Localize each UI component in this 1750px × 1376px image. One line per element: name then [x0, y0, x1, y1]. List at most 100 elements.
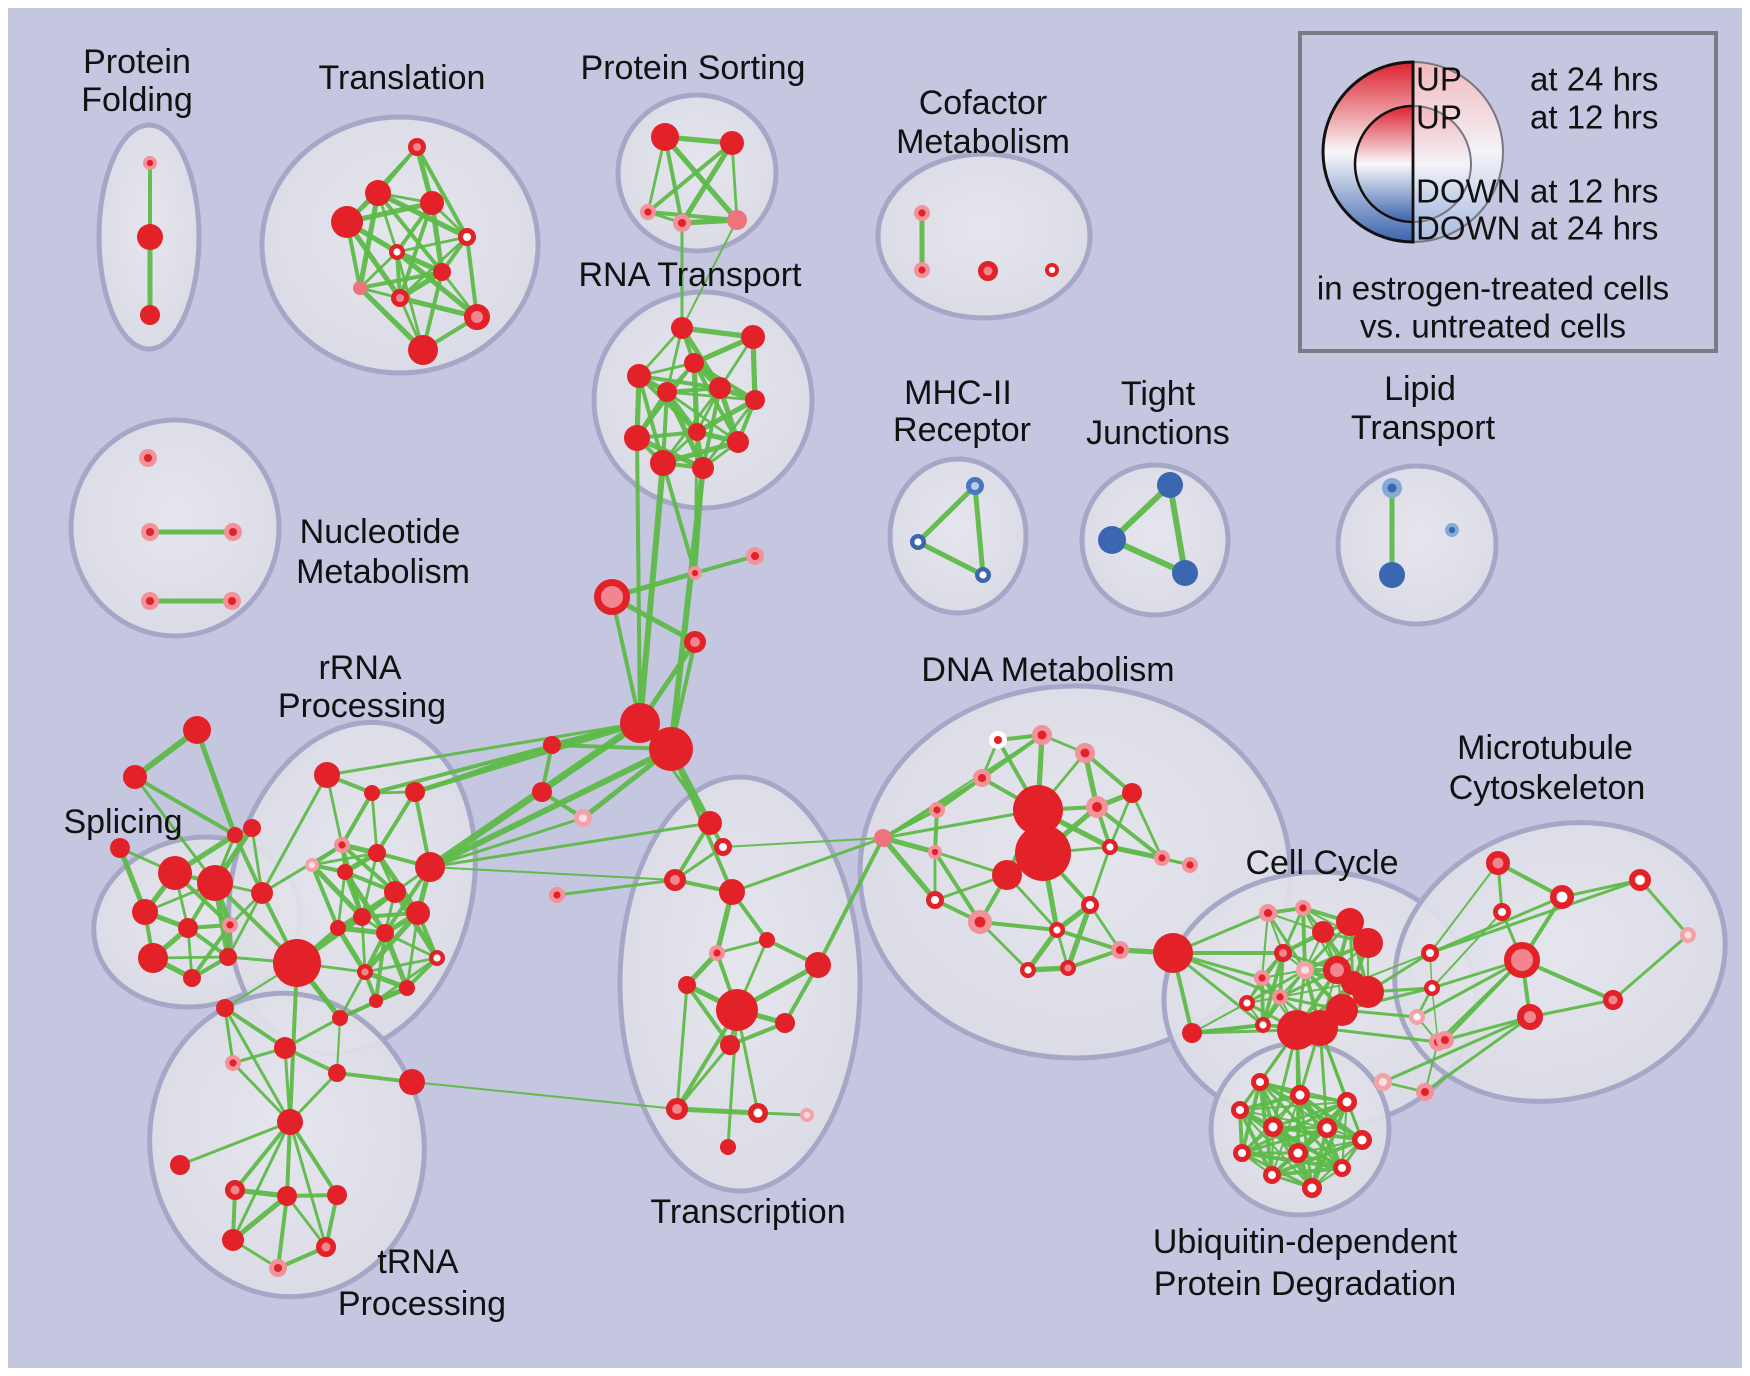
network-edge: [1423, 1015, 1532, 1094]
network-node: [337, 864, 353, 880]
network-node: [684, 631, 707, 654]
network-node: [138, 943, 168, 973]
cluster-protein-folding-label: Protein: [83, 43, 191, 81]
network-edge: [1270, 1138, 1364, 1177]
network-edge: [335, 1016, 342, 1075]
network-edge: [1443, 1015, 1532, 1042]
network-edge: [1443, 958, 1524, 1042]
cluster-mhc-ii-receptor-label: MHC-II: [904, 374, 1012, 412]
network-edge: [397, 295, 480, 320]
network-edge: [662, 134, 740, 223]
network-node: [197, 865, 233, 901]
cluster-protein-folding-label: Folding: [81, 81, 193, 119]
legend-box: [1298, 31, 1718, 353]
network-node: [391, 289, 410, 308]
network-edge: [1238, 1100, 1349, 1112]
network-node: [132, 899, 158, 925]
cluster-nucleotide-metabolism-ellipse: [68, 417, 282, 639]
cluster-rna-transport-label: RNA Transport: [579, 256, 803, 294]
network-edge: [1066, 948, 1122, 970]
network-edge: [1245, 968, 1307, 1005]
network-node: [316, 1237, 336, 1257]
network-node: [399, 1069, 425, 1095]
network-node: [327, 1185, 347, 1205]
network-node: [687, 565, 702, 580]
network-node: [1086, 796, 1109, 819]
network-edge: [610, 595, 642, 725]
network-node: [1337, 1092, 1357, 1112]
network-node: [1382, 478, 1402, 498]
network-node: [251, 882, 273, 904]
network-edge: [1167, 482, 1188, 576]
network-edge: [637, 460, 666, 726]
network-edge: [375, 790, 417, 855]
network-node: [224, 1054, 241, 1071]
network-node: [273, 939, 321, 987]
network-edge: [276, 1194, 289, 1270]
network-node: [1098, 526, 1126, 554]
network-edge: [288, 1120, 328, 1249]
network-node: [992, 860, 1022, 890]
network-node: [399, 980, 415, 996]
network-edge: [1310, 1100, 1349, 1190]
network-node: [925, 890, 944, 909]
cluster-mhc-ii-receptor-label: Receptor: [893, 411, 1031, 449]
network-node: [328, 1064, 346, 1082]
network-node: [716, 989, 758, 1031]
network-node: [219, 948, 237, 966]
network-node: [1295, 960, 1314, 979]
network-node: [1379, 562, 1405, 588]
network-edge: [226, 891, 264, 959]
network-edge: [1130, 791, 1164, 860]
network-node: [624, 425, 650, 451]
network-node: [720, 1035, 740, 1055]
cluster-rrna-processing-label: rRNA: [318, 649, 401, 687]
network-node: [914, 204, 931, 221]
network-node: [123, 765, 147, 789]
network-node: [1080, 895, 1099, 914]
network-edge: [1238, 1108, 1329, 1130]
cluster-trna-processing-label: Processing: [338, 1285, 506, 1323]
network-node: [331, 206, 363, 238]
network-node: [1258, 903, 1277, 922]
network-node: [965, 477, 984, 496]
network-node: [549, 887, 566, 904]
network-node: [775, 1013, 795, 1033]
network-node: [1517, 1004, 1543, 1030]
network-node: [1373, 1072, 1392, 1091]
network-edge: [972, 483, 986, 578]
network-node: [277, 1109, 303, 1135]
network-node: [406, 901, 430, 925]
network-edge: [701, 398, 757, 470]
network-edge: [1270, 1166, 1344, 1177]
legend-row-time: at 24 hrs: [1530, 210, 1658, 247]
network-node: [408, 335, 438, 365]
network-node: [110, 838, 130, 858]
network-node: [678, 976, 696, 994]
cluster-mhc-ii-receptor-ellipse: [887, 456, 1029, 616]
network-edge: [194, 727, 238, 838]
network-node: [1157, 472, 1183, 498]
network-edge: [1240, 1126, 1329, 1155]
network-node: [594, 579, 630, 615]
network-node: [799, 1108, 814, 1123]
network-node: [709, 945, 726, 962]
network-edge: [881, 808, 1040, 840]
network-node: [221, 917, 238, 934]
network-node: [720, 131, 744, 155]
network-edge: [675, 1043, 732, 1111]
network-edge: [674, 1106, 761, 1116]
network-edge: [1088, 903, 1122, 952]
network-edge: [358, 270, 444, 290]
network-node: [1172, 560, 1198, 586]
network-edge: [374, 931, 387, 1003]
node-layer: [110, 123, 1696, 1277]
network-node: [376, 924, 394, 942]
network-edge: [357, 190, 381, 291]
network-edge: [730, 836, 885, 894]
legend: UP at 24 hrs UP at 12 hrs DOWN at 12 hrs…: [1298, 31, 1718, 353]
network-node: [1352, 976, 1384, 1008]
network-edge: [360, 915, 367, 974]
network-edge: [679, 140, 735, 226]
